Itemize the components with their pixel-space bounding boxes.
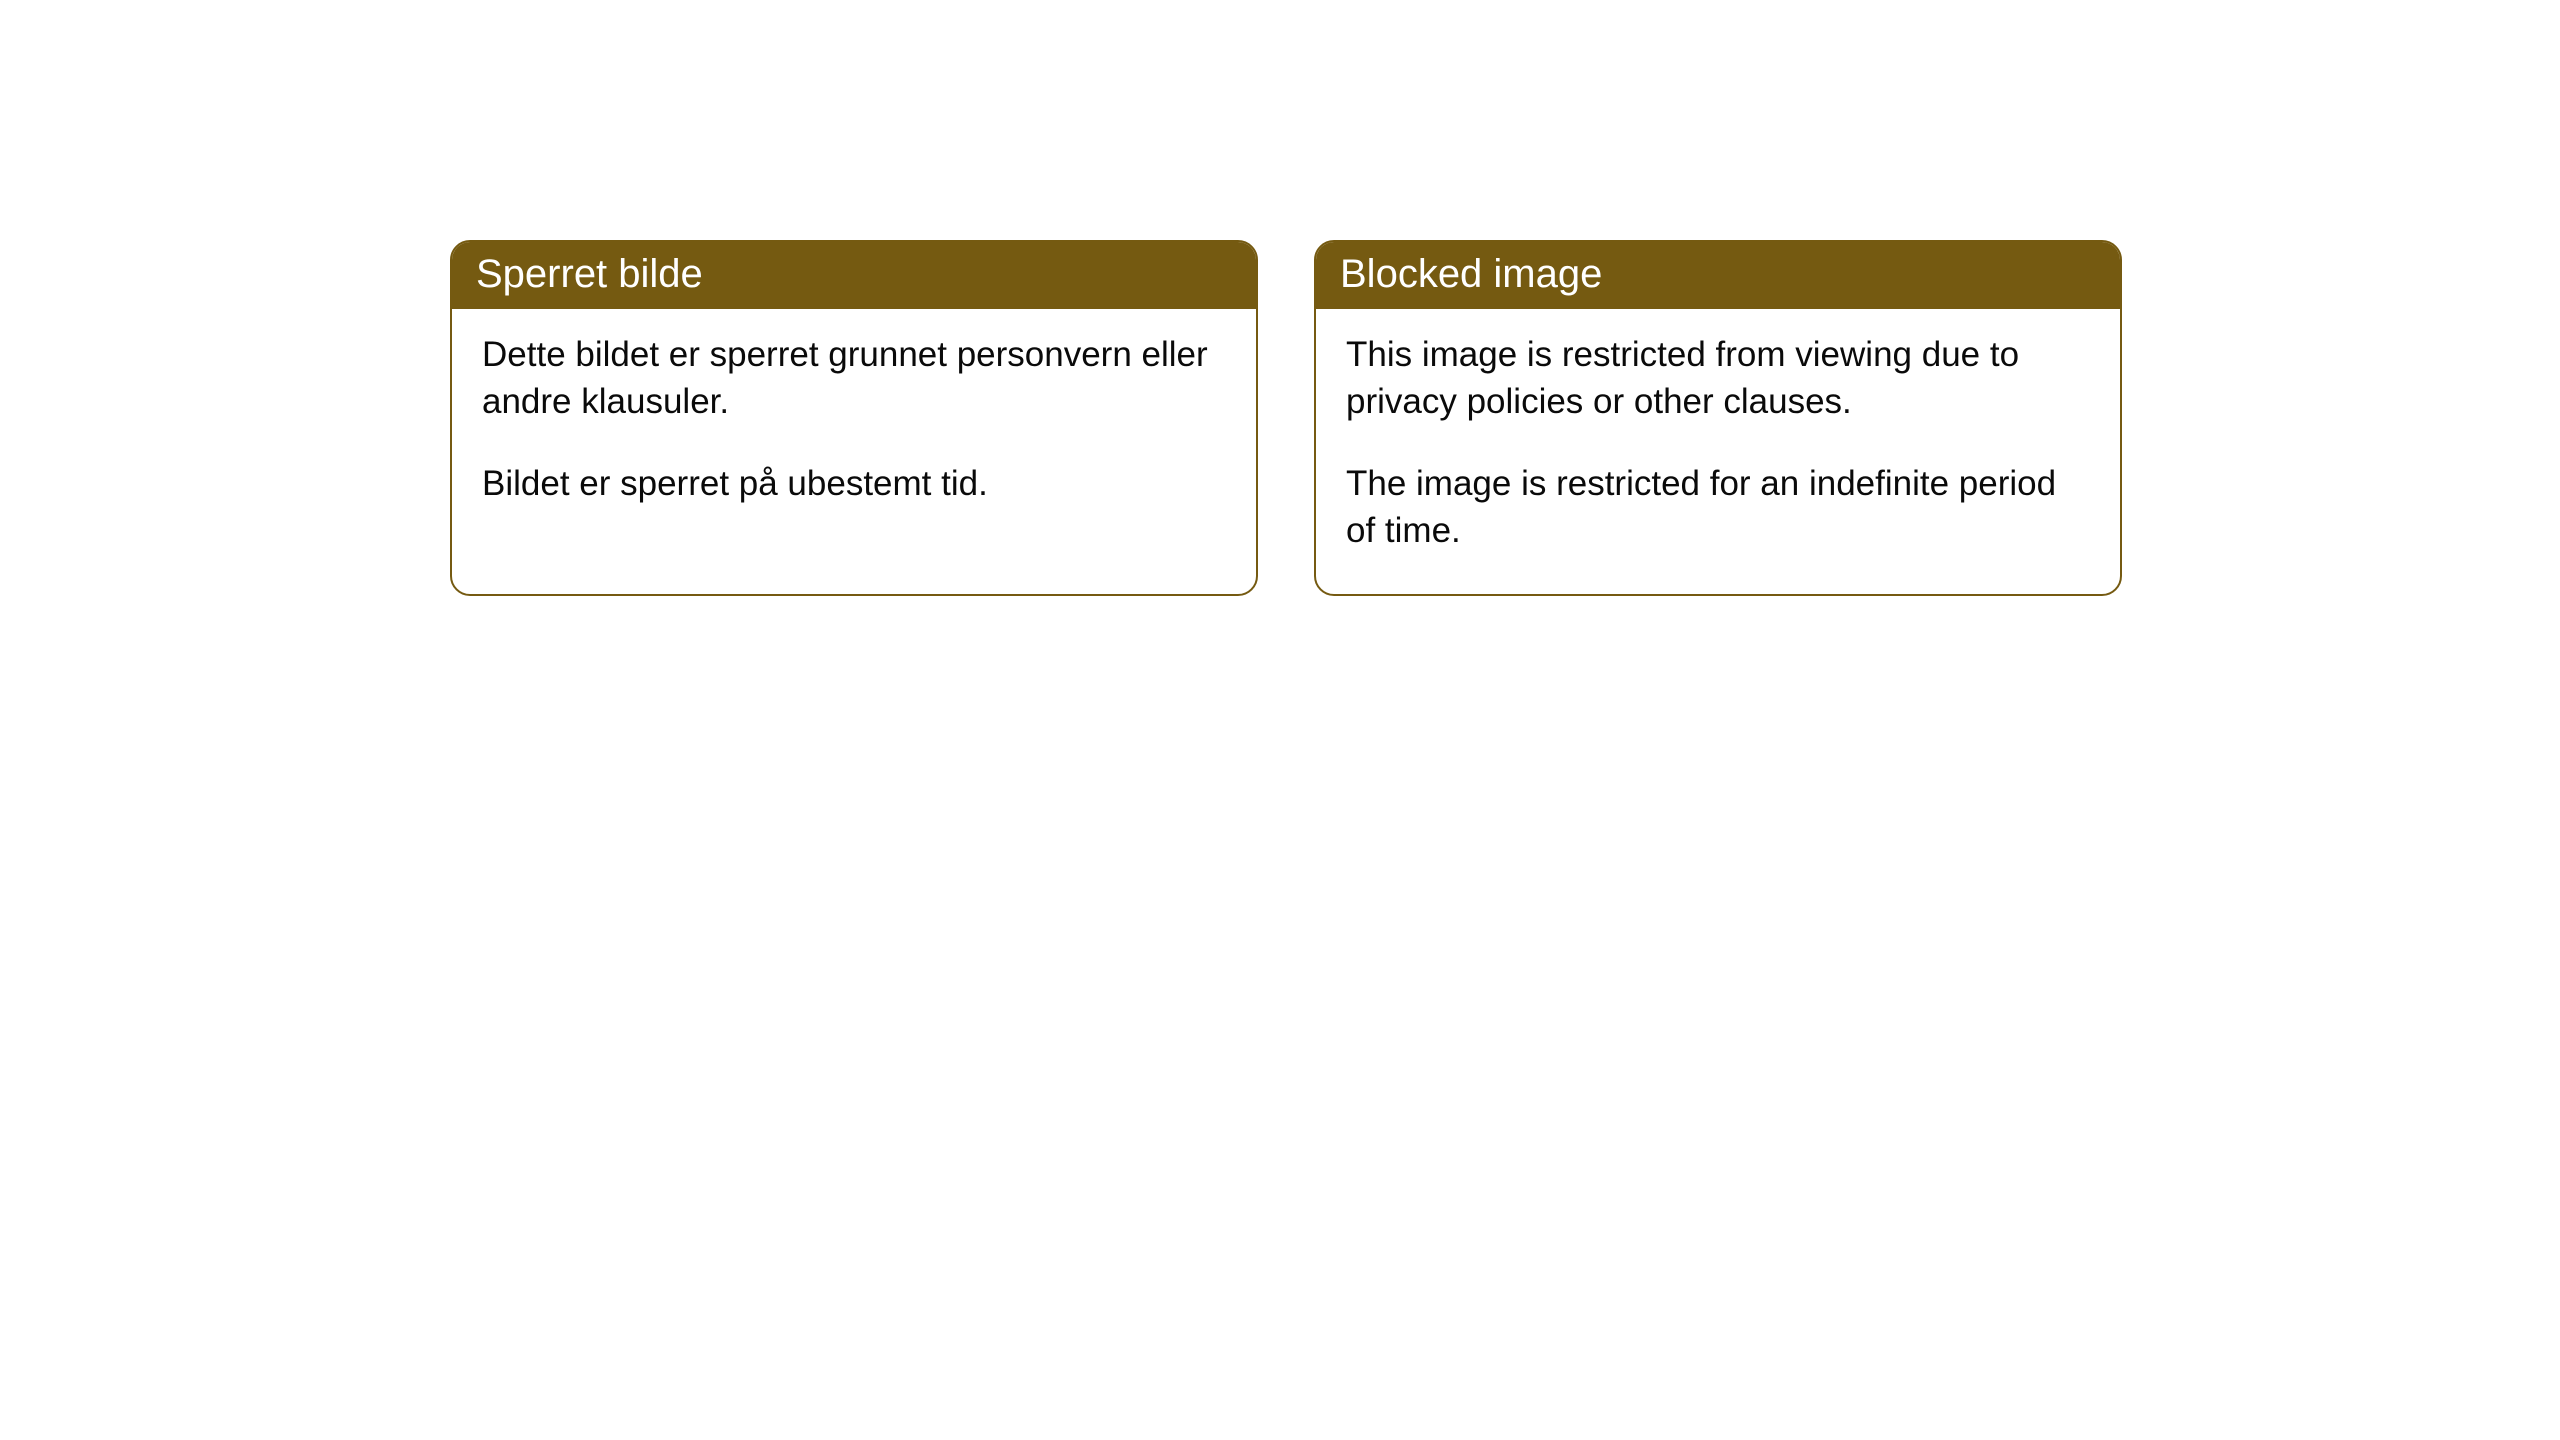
card-paragraph: The image is restricted for an indefinit… [1346,460,2090,555]
blocked-image-card-en: Blocked image This image is restricted f… [1314,240,2122,596]
card-paragraph: Bildet er sperret på ubestemt tid. [482,460,1226,507]
card-paragraph: Dette bildet er sperret grunnet personve… [482,331,1226,426]
card-body: This image is restricted from viewing du… [1316,309,2120,594]
card-paragraph: This image is restricted from viewing du… [1346,331,2090,426]
card-title: Sperret bilde [476,252,703,296]
card-header: Sperret bilde [452,242,1256,309]
card-title: Blocked image [1340,252,1602,296]
card-body: Dette bildet er sperret grunnet personve… [452,309,1256,547]
notice-cards-container: Sperret bilde Dette bildet er sperret gr… [0,0,2560,596]
blocked-image-card-no: Sperret bilde Dette bildet er sperret gr… [450,240,1258,596]
card-header: Blocked image [1316,242,2120,309]
